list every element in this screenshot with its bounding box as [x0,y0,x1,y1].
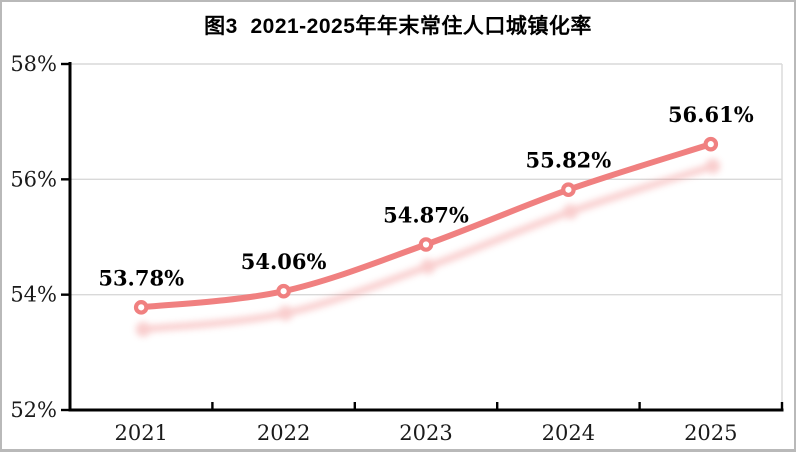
data-point-label: 53.78% [98,265,184,290]
series-shadow [135,158,721,337]
x-tick-label: 2023 [399,421,452,445]
x-tick-label: 2025 [684,421,737,445]
series-shadow-dot [562,204,578,220]
data-point-marker [133,300,149,315]
y-tick-label: 56% [10,167,57,191]
y-tick-label: 52% [10,398,57,422]
data-point-marker [276,283,291,299]
series-shadow-dot [278,305,294,321]
x-tick-label: 2022 [257,421,310,445]
y-tick-label: 58% [10,52,57,76]
series-shadow-dot [705,158,721,174]
chart-title: 图3 2021-2025年年末常住人口城镇化率 [204,15,592,38]
data-point-marker [418,237,434,252]
data-point-label: 55.82% [526,148,612,173]
data-point-label: 54.87% [383,202,469,227]
x-tick-label: 2024 [542,421,595,445]
x-tick-label: 2021 [114,421,167,445]
series-shadow-dot [420,258,436,274]
data-point-label: 54.06% [241,249,327,274]
data-point-marker [561,182,576,198]
data-point-label: 56.61% [668,102,754,127]
data-point-marker [703,136,719,152]
series-shadow-dot [135,321,151,337]
y-tick-label: 54% [10,283,57,307]
